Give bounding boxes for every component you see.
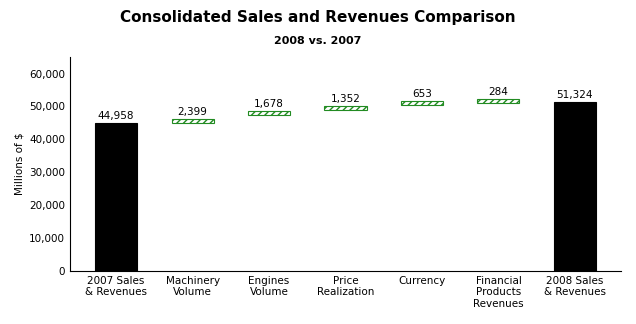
Text: 653: 653 xyxy=(412,89,432,99)
Bar xyxy=(478,99,520,103)
Text: 1,352: 1,352 xyxy=(331,94,361,104)
Text: 284: 284 xyxy=(488,87,508,97)
Bar xyxy=(172,119,214,123)
Y-axis label: Millions of $: Millions of $ xyxy=(15,133,25,195)
Bar xyxy=(95,123,137,271)
Bar xyxy=(324,106,366,110)
Text: 2,399: 2,399 xyxy=(177,107,207,117)
Text: Consolidated Sales and Revenues Comparison: Consolidated Sales and Revenues Comparis… xyxy=(120,10,516,25)
Text: 51,324: 51,324 xyxy=(556,90,593,100)
Text: 2008 vs. 2007: 2008 vs. 2007 xyxy=(274,36,362,46)
Text: 44,958: 44,958 xyxy=(98,111,134,121)
Text: 1,678: 1,678 xyxy=(254,99,284,109)
Bar xyxy=(248,111,290,115)
Bar xyxy=(554,102,596,271)
Bar xyxy=(401,101,443,105)
